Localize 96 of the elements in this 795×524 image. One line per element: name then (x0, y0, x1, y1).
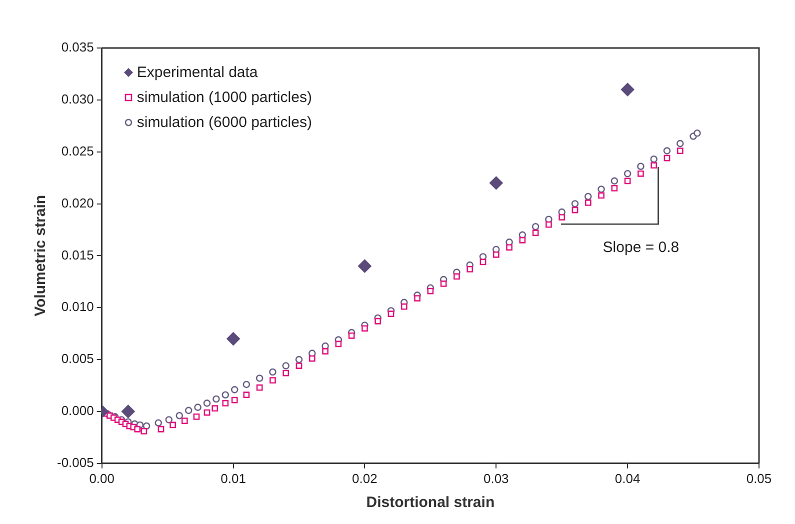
point (414, 295, 420, 302)
point (663, 147, 671, 154)
point (222, 400, 229, 406)
point (282, 370, 290, 376)
point (282, 362, 290, 370)
point (454, 273, 460, 280)
point (358, 259, 372, 273)
y-tick-label: 0.005 (61, 351, 94, 366)
point (222, 391, 230, 399)
point (532, 222, 540, 230)
point (322, 348, 328, 354)
point (203, 400, 211, 407)
point (362, 325, 368, 332)
point (598, 186, 605, 193)
x-tick-label: 0.05 (746, 470, 772, 486)
x-axis-title: Distortional strain (366, 494, 495, 512)
point (212, 395, 220, 403)
point (598, 192, 604, 199)
point (637, 162, 644, 170)
legend-label: simulation (6000 particles) (136, 114, 312, 131)
point (650, 162, 658, 169)
point (480, 258, 486, 266)
point (620, 82, 634, 96)
point (558, 214, 566, 220)
point (584, 200, 592, 206)
x-tick-label: 0.02 (352, 470, 378, 486)
point (611, 185, 618, 192)
y-axis-title: Volumetric strain (32, 194, 50, 316)
point (270, 377, 276, 384)
legend-label: Experimental data (136, 64, 258, 81)
point (532, 230, 539, 236)
point (181, 418, 188, 424)
point (296, 362, 302, 369)
point (638, 170, 644, 177)
point (231, 396, 238, 404)
point (676, 140, 684, 148)
y-tick-label: 0.015 (61, 247, 94, 262)
point (427, 288, 434, 294)
point (400, 303, 408, 310)
point (256, 384, 263, 391)
x-tick-label: 0.01 (220, 470, 246, 486)
y-tick-label: -0.005 (56, 454, 94, 470)
point (694, 130, 701, 137)
point (374, 318, 382, 324)
point (184, 406, 192, 414)
annotation: Slope = 0.8 (602, 238, 680, 256)
y-tick-label: 0.000 (61, 403, 94, 418)
point (348, 332, 355, 339)
point (335, 340, 342, 348)
point (610, 177, 618, 185)
point (226, 332, 240, 346)
point (571, 200, 579, 208)
point (388, 310, 394, 318)
point (466, 266, 474, 272)
point (140, 428, 148, 434)
point (194, 404, 202, 411)
point (624, 178, 631, 184)
point (142, 422, 150, 430)
point (212, 405, 218, 412)
point (230, 386, 238, 394)
point (489, 176, 503, 190)
point (242, 380, 250, 388)
point (308, 355, 316, 362)
point (650, 155, 658, 163)
point (176, 412, 184, 420)
point (165, 416, 173, 424)
point (121, 404, 135, 418)
y-tick-label: 0.020 (61, 195, 94, 210)
legend-label: simulation (1000 particles) (136, 89, 312, 106)
y-tick-label: 0.010 (61, 299, 94, 314)
point (193, 413, 200, 420)
y-tick-label: 0.035 (61, 40, 94, 55)
point (295, 356, 303, 364)
point (134, 426, 141, 432)
point (256, 374, 264, 382)
point (204, 409, 210, 416)
point (624, 170, 632, 178)
point (572, 206, 578, 214)
point (676, 148, 684, 154)
point (546, 221, 552, 228)
point (664, 154, 670, 162)
y-tick-label: 0.030 (61, 92, 94, 107)
point (492, 251, 500, 258)
point (440, 280, 447, 287)
y-tick-label: 0.025 (61, 143, 94, 158)
point (506, 244, 512, 251)
point (269, 368, 276, 376)
x-tick-label: 0.00 (89, 470, 115, 486)
point (519, 236, 526, 244)
x-tick-label: 0.04 (614, 470, 640, 486)
point (584, 192, 592, 200)
point (154, 419, 162, 427)
x-tick-label: 0.03 (483, 470, 509, 486)
point (170, 422, 176, 428)
point (158, 426, 164, 432)
point (243, 392, 250, 398)
